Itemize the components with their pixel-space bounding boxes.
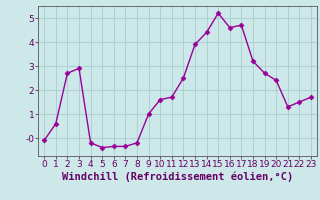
X-axis label: Windchill (Refroidissement éolien,°C): Windchill (Refroidissement éolien,°C): [62, 172, 293, 182]
